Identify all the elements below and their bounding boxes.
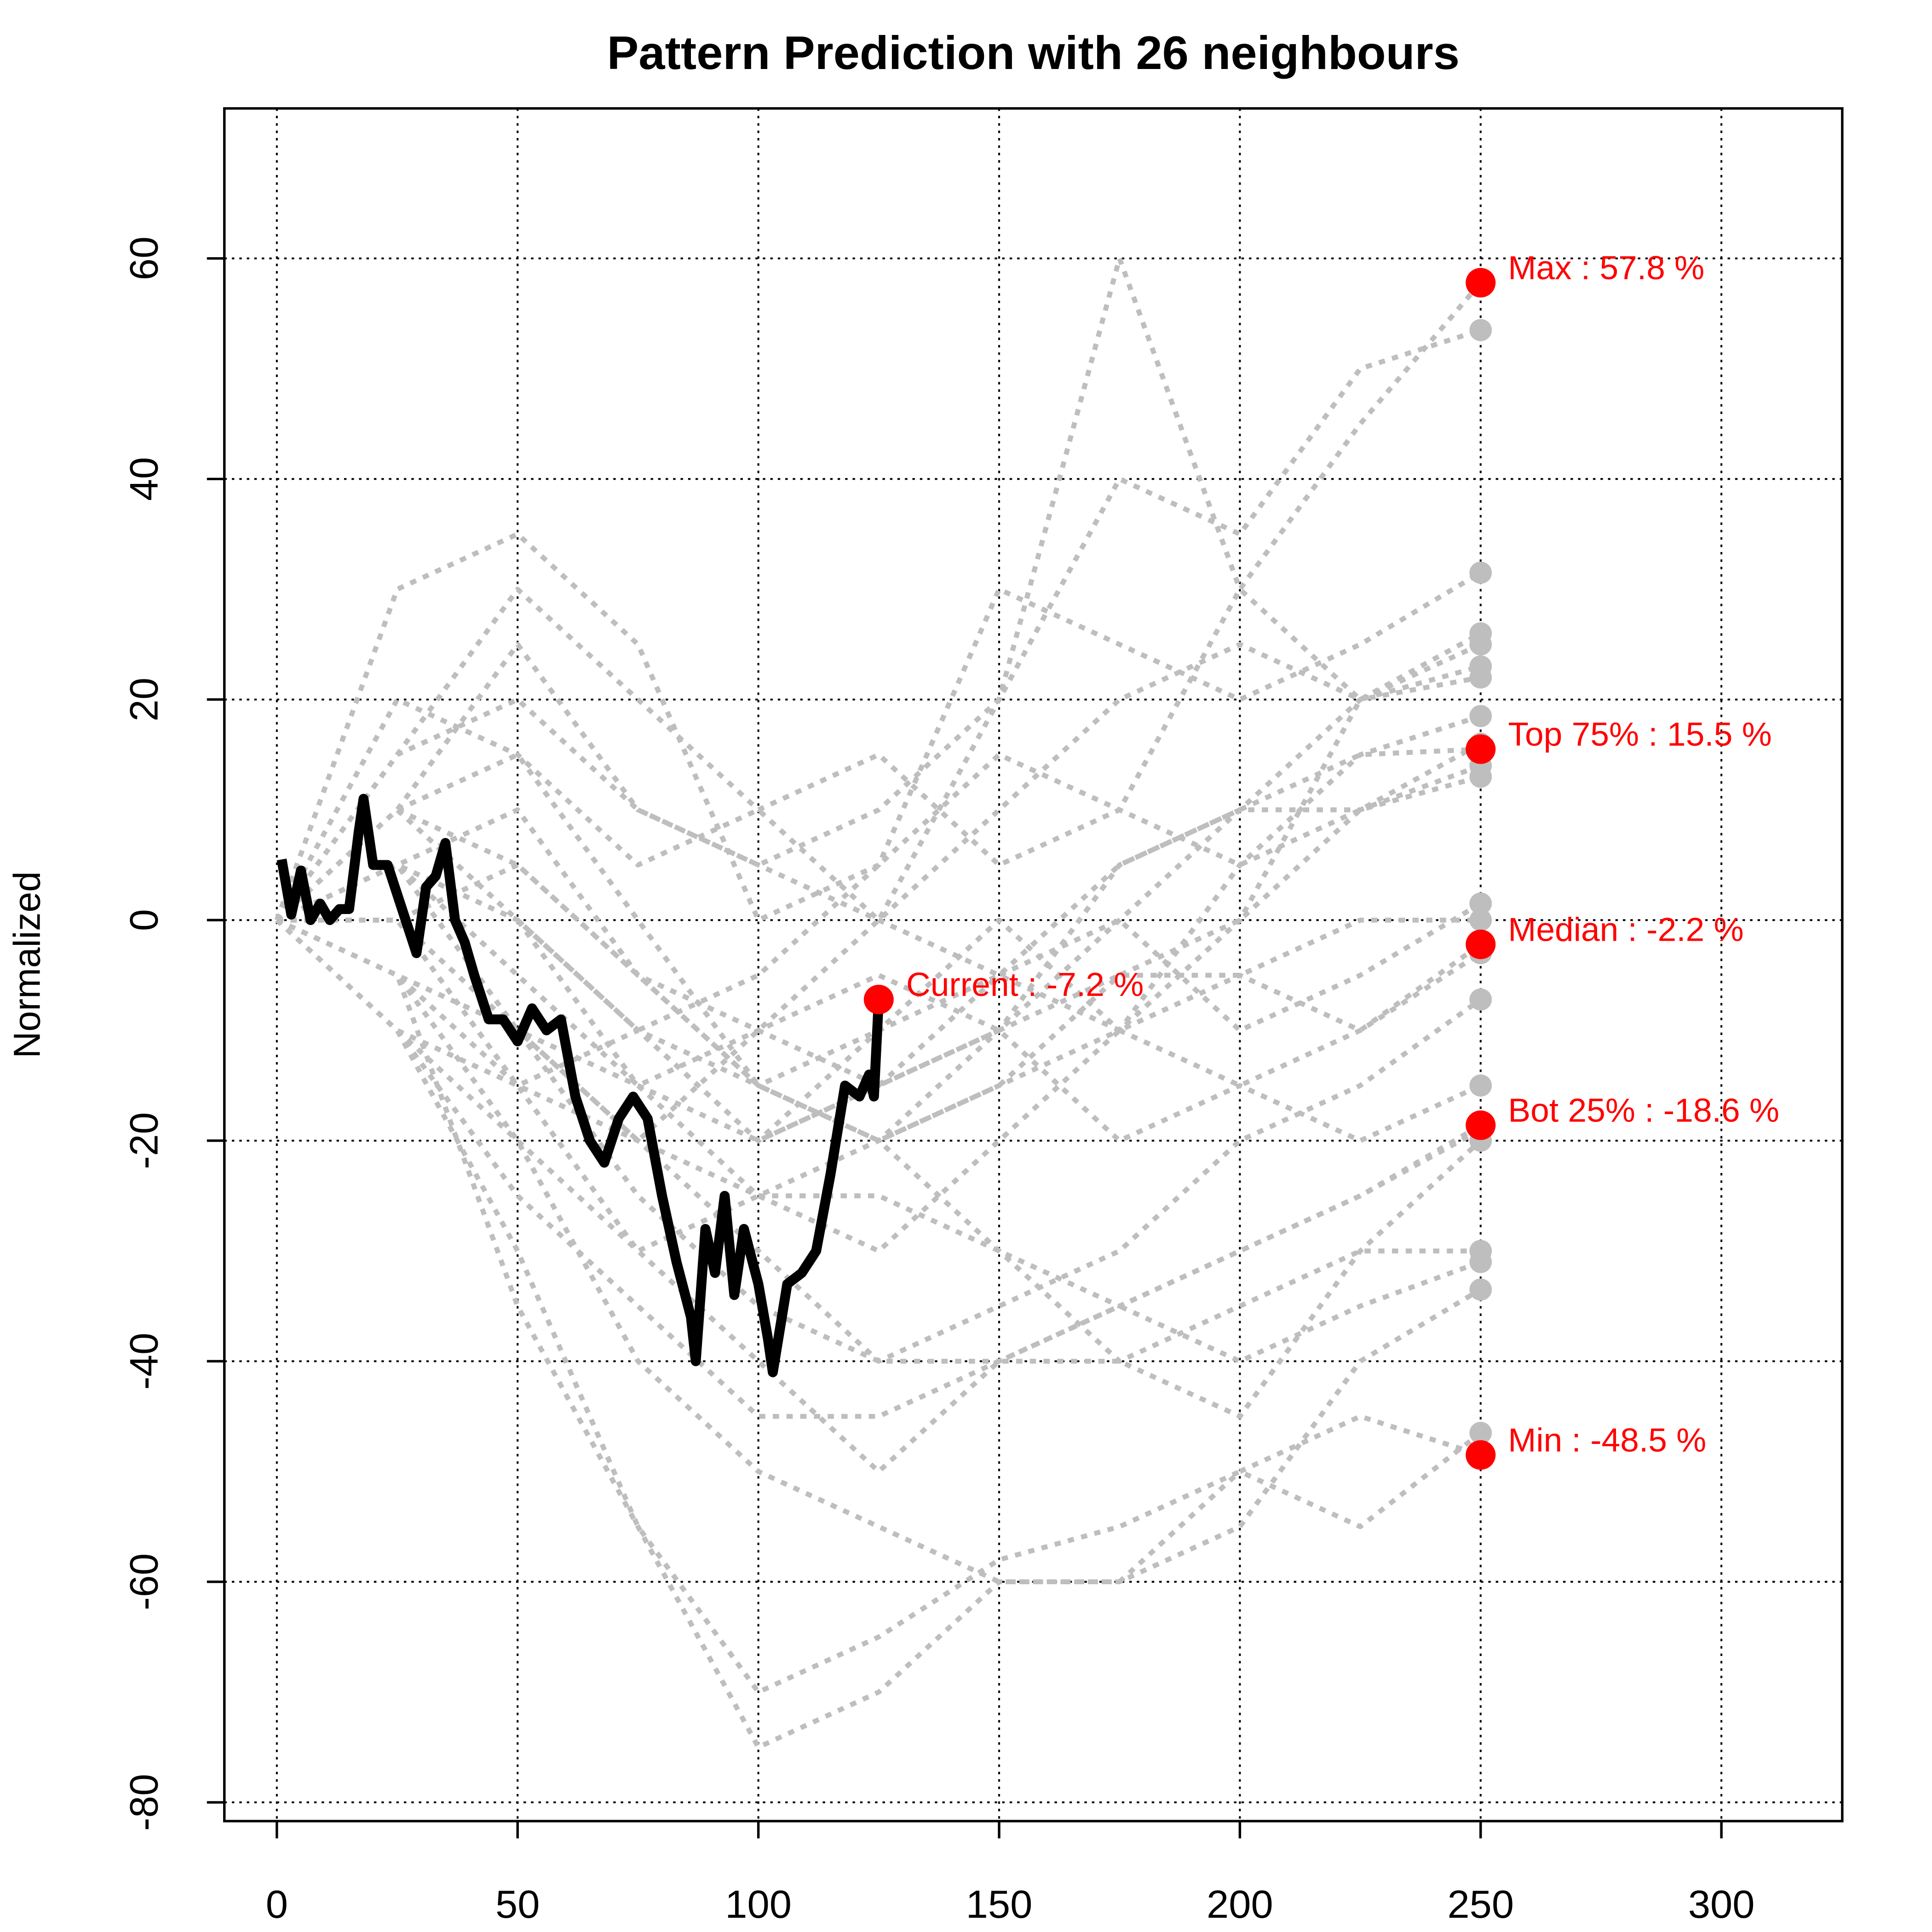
current-line [276, 794, 884, 1377]
neighbour-end-dot [1469, 988, 1492, 1011]
y-tick-label: -40 [122, 1333, 167, 1390]
neighbour-line [276, 917, 1482, 1364]
stat-point [1466, 268, 1496, 298]
neighbour-end-dot [1469, 319, 1492, 341]
y-tick-label: 20 [122, 678, 167, 721]
y-tick-label: 40 [122, 457, 167, 501]
neighbour-line [275, 918, 1482, 1309]
y-axis-label: Normalized [6, 871, 48, 1058]
stat-label: Median : -2.2 % [1508, 911, 1743, 949]
stat-point [1466, 734, 1496, 764]
neighbour-line [276, 675, 1481, 1088]
neighbour-end-dot [1469, 892, 1492, 915]
neighbour-end-dot [1469, 666, 1492, 689]
neighbour-line [274, 531, 1482, 923]
neighbour-line [276, 918, 1482, 1750]
x-tick-label: 150 [966, 1883, 1033, 1926]
neighbour-line [275, 642, 1482, 1033]
neighbour-line [275, 586, 1482, 922]
neighbour-line [275, 918, 1483, 1695]
stat-point [1466, 1110, 1496, 1140]
y-tick-label: 60 [122, 236, 167, 280]
neighbour-end-dot [1469, 1251, 1492, 1273]
neighbour-end-dot [1469, 561, 1492, 584]
neighbour-line [275, 328, 1482, 922]
x-tick-label: 100 [725, 1883, 792, 1926]
x-tick-label: 0 [266, 1883, 288, 1926]
stat-point [1466, 929, 1496, 960]
neighbour-end-dot [1469, 633, 1492, 656]
y-tick-label: -60 [122, 1553, 167, 1610]
y-tick-label: -20 [122, 1112, 167, 1169]
neighbour-line [275, 752, 1481, 1364]
neighbour-end-dot [1469, 909, 1492, 932]
neighbour-end-dot [1469, 1074, 1492, 1097]
stat-label: Max : 57.8 % [1508, 249, 1704, 287]
stat-label: Current : -7.2 % [906, 966, 1144, 1004]
chart-title: Pattern Prediction with 26 neighbours [607, 27, 1460, 79]
neighbour-line [275, 741, 1482, 1033]
y-tick-label: -80 [122, 1774, 167, 1831]
neighbour-line [275, 256, 1483, 923]
neighbour-end-dot [1469, 705, 1492, 727]
y-tick-label: 0 [122, 909, 167, 931]
stat-point [863, 984, 894, 1014]
neighbour-line [276, 917, 1483, 1474]
neighbour-line [276, 862, 1482, 1144]
x-tick-label: 300 [1688, 1883, 1755, 1926]
x-tick-label: 250 [1447, 1883, 1514, 1926]
stat-label: Bot 25% : -18.6 % [1508, 1092, 1779, 1129]
stat-label: Top 75% : 15.5 % [1508, 716, 1771, 753]
x-tick-label: 50 [495, 1883, 540, 1926]
stat-point [1466, 1440, 1496, 1470]
x-tick-label: 200 [1207, 1883, 1273, 1926]
plot-frame [223, 107, 1844, 1823]
neighbour-end-dot [1469, 1278, 1492, 1301]
stat-label: Min : -48.5 % [1508, 1422, 1706, 1459]
neighbour-end-dot [1469, 1421, 1492, 1444]
